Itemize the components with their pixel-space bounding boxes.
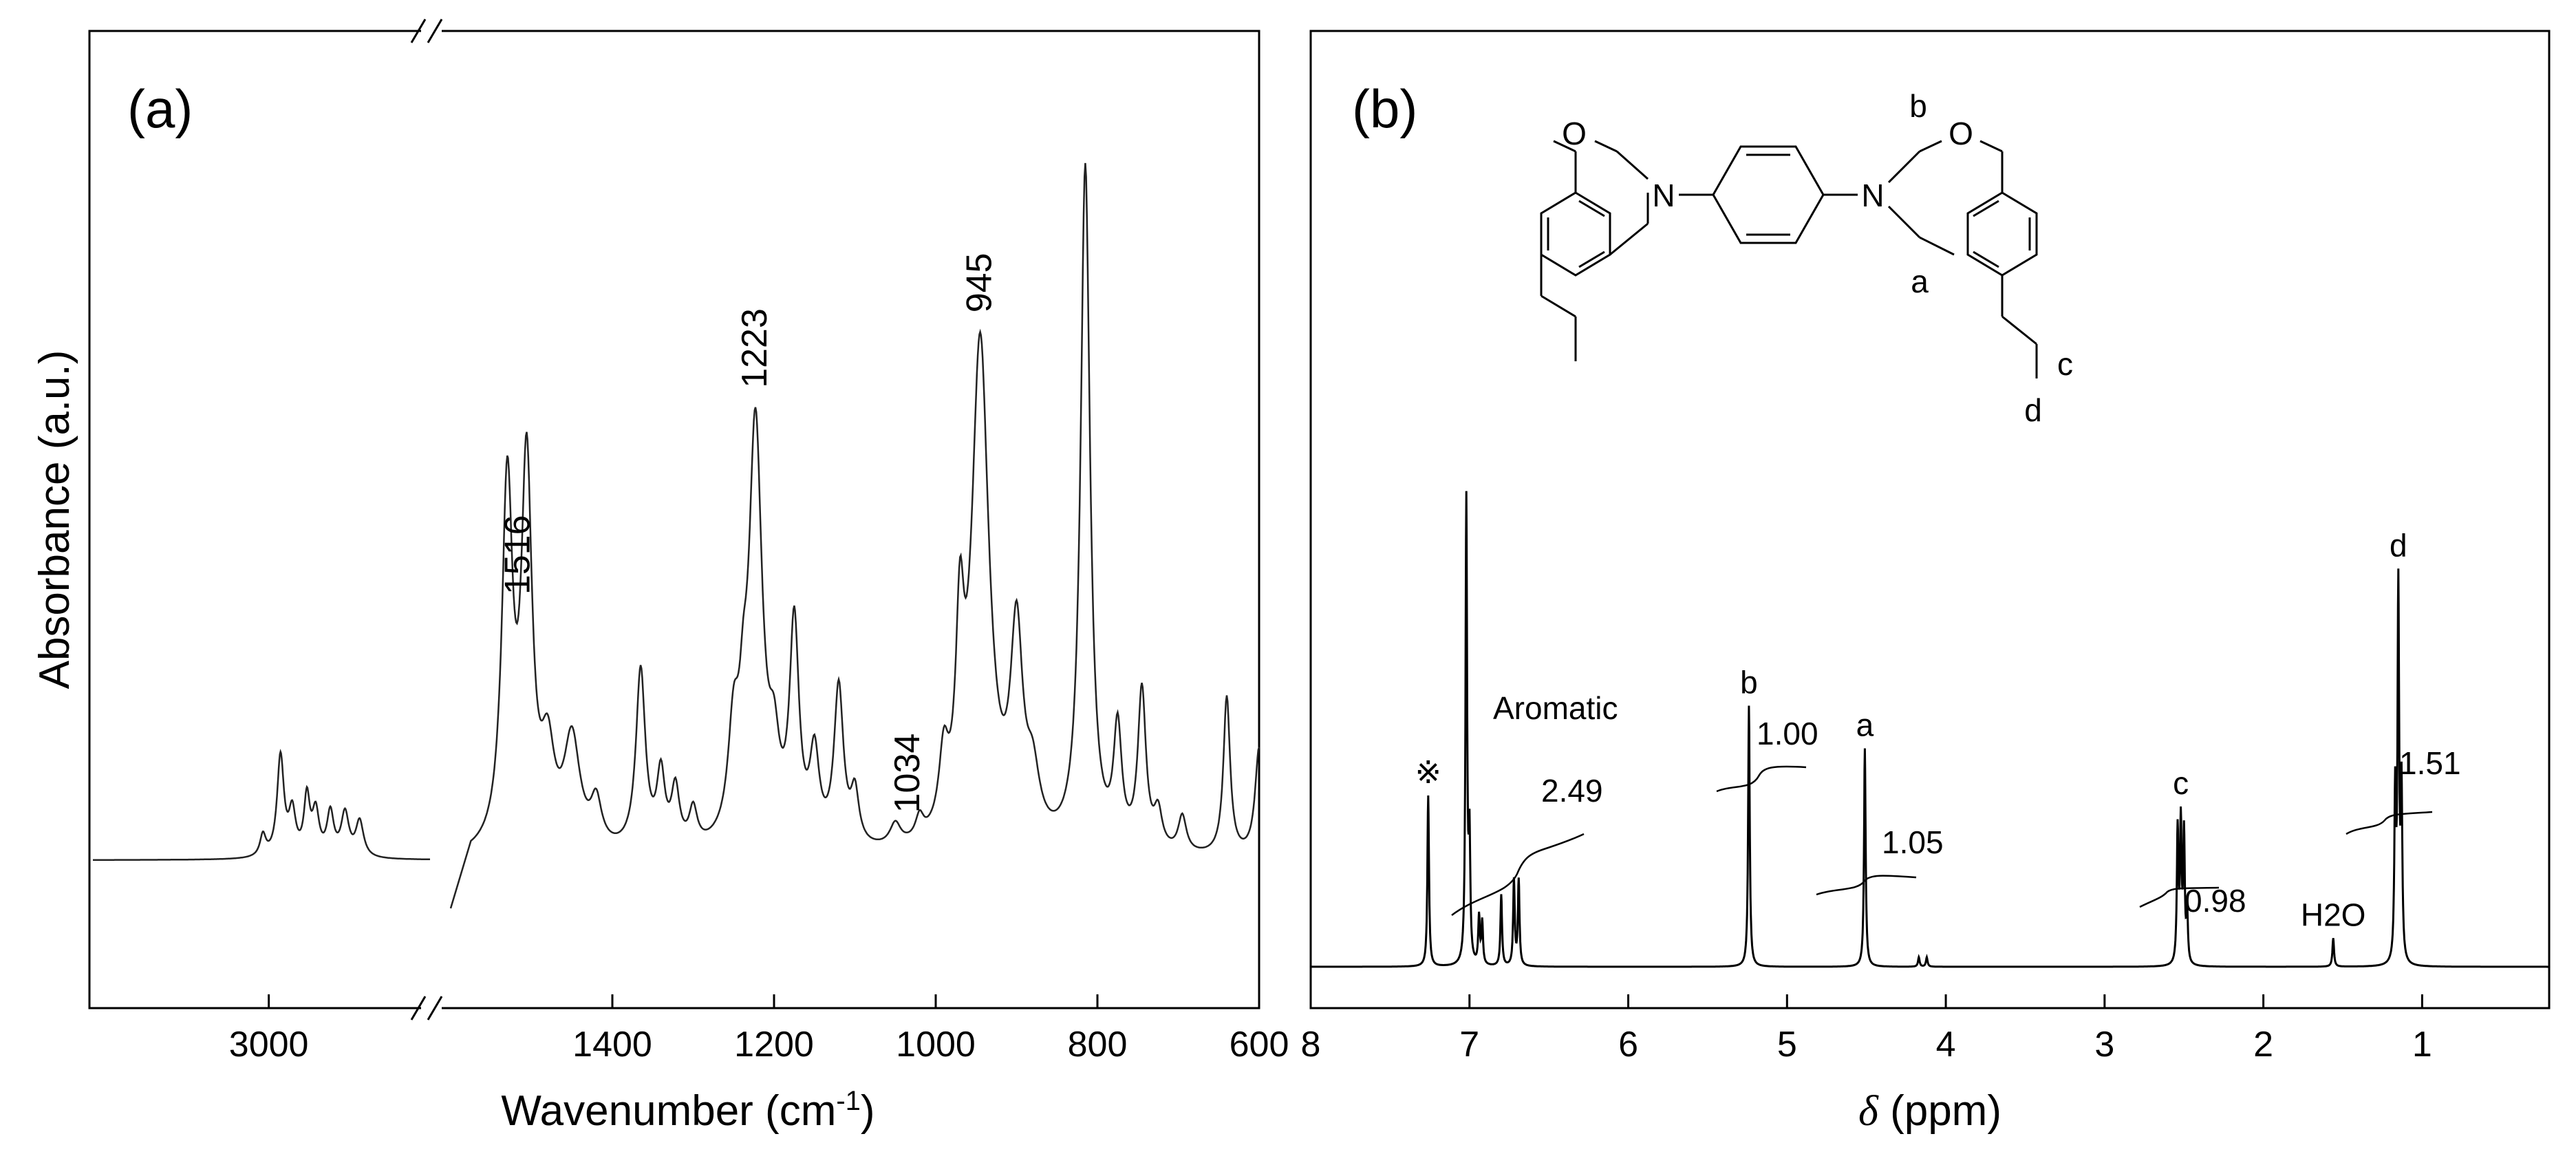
panel-b-x-tick-label: 8 <box>1301 1025 1321 1065</box>
panel-b-x-ticks <box>1309 994 2423 1008</box>
panel-a-x-tick-label: 800 <box>1068 1025 1128 1065</box>
ftir-peak-label: 1223 <box>735 308 775 388</box>
panel-a-x-ticks <box>268 994 1260 1008</box>
axis-break-top <box>410 19 443 43</box>
panel-b: (b) δ (ppm) 8 7 6 5 4 3 2 1 ※ b a c H2O d Aromatic 2… <box>1301 30 2551 1135</box>
nmr-integral-aromatic: 2.49 <box>1541 773 1603 809</box>
panel-b-x-tick-label: 2 <box>2253 1025 2273 1065</box>
nmr-peak-label: c <box>2173 765 2189 801</box>
ftir-trace-right-segment <box>449 162 1260 909</box>
panel-a-label: (a) <box>127 78 193 139</box>
nmr-integral-a: 1.05 <box>1882 824 1944 860</box>
nmr-peak-labels: ※ b a c H2O d <box>1415 527 2407 932</box>
panel-a-x-tick-label: 1000 <box>896 1025 976 1065</box>
panel-b-x-tick-label: 1 <box>2412 1025 2432 1065</box>
panel-a-x-tick-label: 1200 <box>734 1025 814 1065</box>
panel-a-x-tick-label: 600 <box>1230 1025 1289 1065</box>
nmr-integral-b: 1.00 <box>1757 716 1818 751</box>
structure-label-c: c <box>2057 346 2073 382</box>
ftir-trace-left-segment <box>93 749 430 861</box>
axis-break-bottom <box>410 996 443 1020</box>
panel-a-x-tick-labels: 3000 1400 1200 1000 800 600 <box>229 1025 1289 1065</box>
ftir-peak-label: 945 <box>960 253 1000 313</box>
integral-curve-a <box>1816 875 1917 896</box>
panel-b-x-tick-labels: 8 7 6 5 4 3 2 1 <box>1301 1025 2432 1065</box>
ftir-peak-label: 1516 <box>498 515 538 595</box>
panel-a-peak-annotations: 1516 1223 1034 945 <box>498 253 1000 813</box>
panel-b-x-axis-title: δ (ppm) <box>1858 1087 2001 1135</box>
panel-a-x-axis-title-end: ) <box>861 1087 875 1135</box>
panel-b-x-axis-unit: (ppm) <box>1878 1087 2001 1135</box>
structure-label-b: b <box>1909 88 1927 124</box>
panel-a: (a) Absorbance (a.u.) Wavenumber (cm-1) … <box>31 19 1289 1135</box>
panel-b-x-tick-label: 5 <box>1777 1025 1797 1065</box>
panel-b-label: (b) <box>1352 78 1417 139</box>
structure-atom-o-right: O <box>1949 116 1973 151</box>
panel-a-x-tick-label: 1400 <box>572 1025 652 1065</box>
panel-a-y-axis-title: Absorbance (a.u.) <box>31 350 78 690</box>
nmr-peak-label: b <box>1740 664 1758 700</box>
panel-b-x-tick-label: 7 <box>1459 1025 1479 1065</box>
panel-b-frame <box>1309 30 2551 1009</box>
nmr-peak-label: ※ <box>1415 754 1441 790</box>
structure-atom-n-left: N <box>1652 178 1675 213</box>
panel-a-x-axis-title: Wavenumber (cm-1) <box>501 1086 874 1135</box>
structure-label-d: d <box>2024 392 2042 428</box>
panel-a-frame <box>88 30 1260 1009</box>
chemical-structure <box>1540 140 2038 378</box>
integral-curve-aromatic <box>1451 833 1585 917</box>
panel-b-x-tick-label: 3 <box>2094 1025 2114 1065</box>
structure-label-a: a <box>1911 264 1929 299</box>
structure-atom-n-right: N <box>1861 178 1884 213</box>
panel-b-x-tick-label: 6 <box>1618 1025 1638 1065</box>
nmr-peak-label: d <box>2390 527 2407 563</box>
nmr-aromatic-label: Aromatic <box>1493 690 1618 726</box>
nmr-peak-label: a <box>1856 707 1874 743</box>
nmr-trace <box>1311 491 2549 968</box>
panel-a-x-axis-title-main: Wavenumber (cm <box>501 1087 836 1135</box>
integral-curve-c <box>2139 886 2220 908</box>
nmr-peak-label: H2O <box>2301 897 2366 932</box>
panel-b-x-tick-label: 4 <box>1936 1025 1956 1065</box>
panel-a-x-axis-title-sup: -1 <box>836 1086 861 1116</box>
integral-curve-d <box>2346 811 2433 835</box>
nmr-integral-d: 1.51 <box>2399 745 2461 781</box>
panel-b-x-axis-symbol: δ <box>1858 1088 1879 1135</box>
ftir-peak-label: 1034 <box>888 734 927 813</box>
structure-atom-o-left: O <box>1562 116 1587 151</box>
panel-a-x-tick-label: 3000 <box>229 1025 309 1065</box>
integral-curve-b <box>1716 765 1807 793</box>
